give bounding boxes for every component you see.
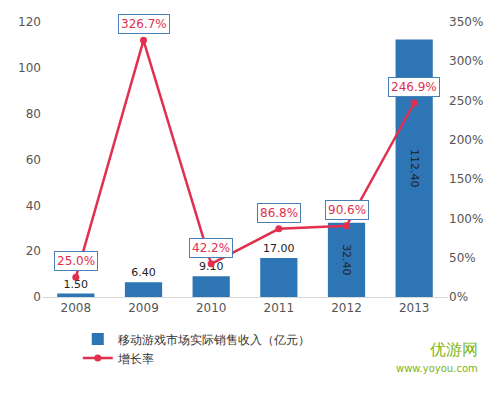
svg-text:0: 0 [33, 290, 41, 304]
svg-text:优游网: 优游网 [430, 340, 478, 359]
svg-text:32.40: 32.40 [340, 244, 353, 276]
svg-text:2012: 2012 [331, 301, 362, 315]
svg-text:86.8%: 86.8% [260, 206, 298, 220]
svg-text:300%: 300% [449, 54, 483, 68]
svg-text:80: 80 [26, 107, 41, 121]
svg-text:100%: 100% [449, 212, 483, 226]
svg-text:112.40: 112.40 [408, 149, 421, 188]
svg-text:150%: 150% [449, 172, 483, 186]
svg-text:2013: 2013 [399, 301, 430, 315]
svg-text:200%: 200% [449, 133, 483, 147]
svg-text:2011: 2011 [264, 301, 295, 315]
svg-text:9.10: 9.10 [199, 260, 224, 273]
svg-text:2008: 2008 [61, 301, 92, 315]
svg-text:移动游戏市场实际销售收入（亿元）: 移动游戏市场实际销售收入（亿元） [118, 333, 310, 347]
svg-text:42.2%: 42.2% [192, 241, 230, 255]
svg-text:246.9%: 246.9% [391, 80, 437, 94]
svg-text:90.6%: 90.6% [328, 203, 366, 217]
svg-text:2010: 2010 [196, 301, 227, 315]
svg-text:增长率: 增长率 [117, 352, 154, 366]
svg-text:50%: 50% [449, 251, 476, 265]
svg-text:350%: 350% [449, 15, 483, 29]
svg-text:1.50: 1.50 [64, 278, 89, 291]
svg-text:25.0%: 25.0% [57, 254, 95, 268]
svg-text:20: 20 [26, 244, 41, 258]
svg-text:100: 100 [18, 61, 41, 75]
svg-text:2009: 2009 [128, 301, 159, 315]
svg-text:60: 60 [26, 153, 41, 167]
svg-text:17.00: 17.00 [263, 242, 295, 255]
svg-text:0%: 0% [449, 290, 468, 304]
svg-text:6.40: 6.40 [131, 266, 156, 279]
svg-text:250%: 250% [449, 94, 483, 108]
svg-text:www.yoyou.com: www.yoyou.com [396, 363, 478, 374]
svg-text:40: 40 [26, 199, 41, 213]
svg-text:326.7%: 326.7% [121, 17, 167, 31]
svg-text:120: 120 [18, 15, 41, 29]
